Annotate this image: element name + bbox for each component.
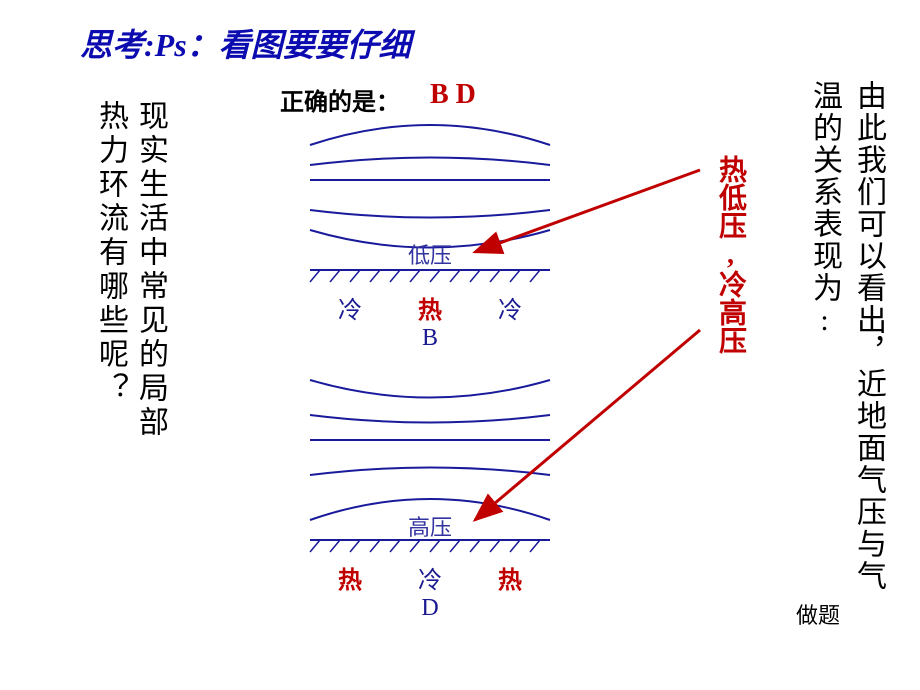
diagram-d-tag: D (421, 595, 438, 622)
diagram-d-pressure: 高压 (408, 510, 452, 542)
title-part2: Ps：看图要要仔细 (155, 27, 411, 63)
conclusion-text: 由此我们可以看出，近地面气压与气温的关系表现为: (802, 80, 890, 620)
diagram-b-tag: B (422, 325, 438, 352)
temp-b-1: 热 (418, 290, 442, 325)
key-phrase: 热低压,冷高压 (710, 155, 750, 455)
temp-d-2: 热 (498, 560, 522, 595)
temp-d-1: 冷 (418, 560, 442, 595)
temp-d-0: 热 (338, 560, 362, 595)
question-line1: 现实生活中常见的局部 (128, 100, 172, 520)
diagram-area: 低压 冷 热 冷 B 高压 热 冷 (280, 110, 580, 670)
diagram-d-temps: 热 冷 热 (280, 560, 580, 595)
title-part1: 思考: (80, 27, 155, 63)
temp-b-0: 冷 (338, 290, 362, 325)
temp-b-2: 冷 (498, 290, 522, 325)
correct-answer: B D (430, 79, 476, 111)
diagram-b-pressure: 低压 (408, 238, 452, 270)
question-line2: 热力环流有哪些呢？ (88, 100, 132, 480)
do-problem-label: 做题 (796, 598, 840, 630)
diagram-b-temps: 冷 热 冷 (280, 290, 580, 325)
page-title: 思考:Ps：看图要要仔细 (80, 20, 411, 66)
